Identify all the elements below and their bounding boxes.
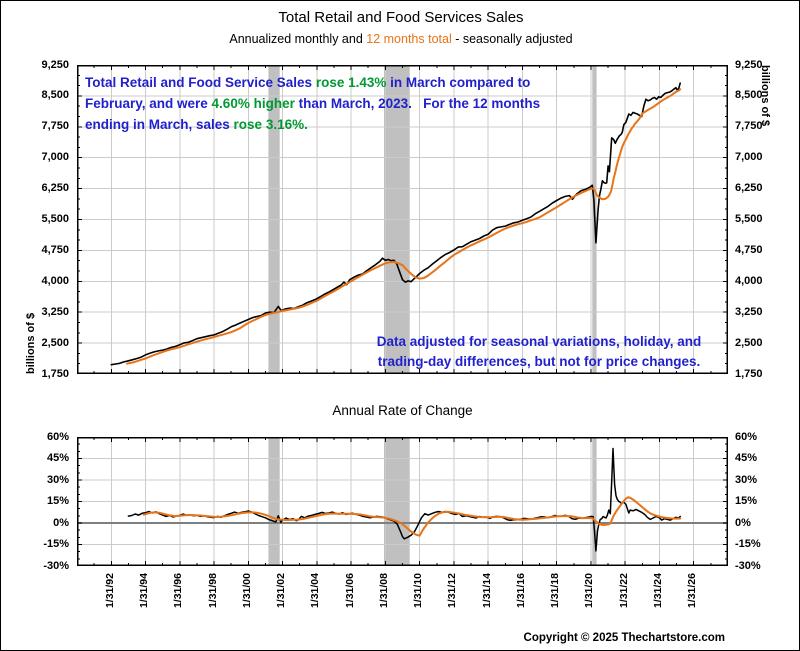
y-tick-label: 2,500 <box>41 336 69 349</box>
y-tick-label: 3,250 <box>735 305 763 318</box>
y-tick-label: 3,250 <box>41 305 69 318</box>
x-tick-label: 1/31/10 <box>412 573 425 609</box>
y-tick-label: 30% <box>46 473 69 486</box>
subtitle-highlight: 12 months total <box>366 32 452 46</box>
page-title: Total Retail and Food Services Sales <box>278 9 524 26</box>
annotation-segment: ending in March, sales <box>85 117 234 132</box>
annotation-segment: rose 1.43% <box>315 75 387 90</box>
y-tick-label: 45% <box>46 452 69 464</box>
x-tick-label: 1/31/24 <box>652 573 664 609</box>
page-subtitle: Annualized monthly and 12 months total -… <box>1 32 799 46</box>
y-tick-label: 7,000 <box>735 151 763 164</box>
series-line <box>110 82 682 366</box>
x-tick-label: 1/31/92 <box>103 573 116 609</box>
annotation-segment: Total Retail and Food Service Sales <box>85 75 316 90</box>
y-tick-label: 9,250 <box>735 58 763 71</box>
chart-canvas <box>77 436 728 567</box>
annotation-segment: rose 3.16%. <box>233 117 308 132</box>
x-tick-label: 1/31/06 <box>343 573 356 609</box>
x-tick-label: 1/31/22 <box>617 573 630 609</box>
y-tick-label: -15% <box>735 538 761 550</box>
x-tick-label: 1/31/00 <box>240 573 253 609</box>
series-line <box>126 88 682 365</box>
x-tick-label: 1/31/16 <box>514 573 527 609</box>
x-tick-label: 1/31/18 <box>549 573 562 609</box>
series-line <box>127 447 681 552</box>
y-tick-label: 60% <box>46 430 69 443</box>
y-tick-label: 0% <box>53 516 69 529</box>
y-tick-label: 4,000 <box>41 274 69 287</box>
x-tick-label: 1/31/02 <box>275 573 288 609</box>
x-tick-label: 1/31/26 <box>686 573 699 609</box>
plot-border <box>77 65 728 374</box>
y-tick-label: -30% <box>735 559 761 572</box>
y-tick-label: 45% <box>735 452 758 464</box>
note-annotation: Data adjusted for seasonal variations, h… <box>353 332 725 372</box>
y-tick-label: 4,750 <box>735 243 763 256</box>
plot-border <box>77 437 728 566</box>
chart-canvas <box>77 64 728 375</box>
y-tick-label: 8,500 <box>735 89 763 102</box>
x-tick-label: 1/31/98 <box>206 573 219 609</box>
x-tick-label: 1/31/08 <box>377 573 390 609</box>
y-tick-label: 4,750 <box>41 243 69 256</box>
y-tick-label: 5,500 <box>735 213 763 225</box>
y-tick-label: 6,250 <box>41 182 69 195</box>
subtitle-suffix: - seasonally adjusted <box>451 32 573 46</box>
copyright: Copyright © 2025 Thechartstore.com <box>523 632 725 644</box>
summary-annotation: Total Retail and Food Service Sales rose… <box>85 72 605 135</box>
x-tick-label: 1/31/94 <box>138 573 150 609</box>
annotation-segment: than March, 2023. For the 12 months <box>294 96 541 111</box>
y-tick-label: -15% <box>43 538 69 550</box>
y-tick-label: 5,500 <box>41 213 69 225</box>
summary-annotation-line: ending in March, sales rose 3.16%. <box>85 114 605 135</box>
y-tick-label: 9,250 <box>41 58 69 71</box>
y-tick-label: 0% <box>735 516 751 529</box>
x-tick-label: 1/31/96 <box>172 573 185 609</box>
y-tick-label: 4,000 <box>735 274 763 287</box>
annual-rate-of-change-chart <box>77 436 728 567</box>
y-tick-label: 1,750 <box>41 367 69 380</box>
series-line <box>142 496 682 537</box>
x-tick-label: 1/31/20 <box>583 573 596 609</box>
y-tick-label: 8,500 <box>41 89 69 102</box>
y-tick-label: 60% <box>735 430 758 443</box>
summary-annotation-line: February, and were 4.60% higher than Mar… <box>85 93 605 114</box>
y-tick-label: 15% <box>735 495 758 507</box>
summary-annotation-line: Total Retail and Food Service Sales rose… <box>85 72 605 93</box>
y-tick-label: 30% <box>735 473 758 486</box>
subtitle-prefix: Annualized monthly and <box>229 32 367 46</box>
y-axis-label-right: billions of $ <box>759 65 771 127</box>
y-tick-label: 1,750 <box>735 367 763 380</box>
y-tick-label: 2,500 <box>735 336 763 349</box>
main-sales-chart <box>77 64 728 375</box>
annotation-segment: 4.60% higher <box>211 96 295 111</box>
y-tick-label: 7,000 <box>41 151 69 164</box>
y-tick-label: -30% <box>43 559 69 572</box>
y-tick-label: 7,750 <box>735 120 763 133</box>
x-tick-label: 1/31/14 <box>480 573 493 609</box>
x-tick-label: 1/31/04 <box>309 573 322 609</box>
rate-chart-title: Annual Rate of Change <box>332 403 473 418</box>
note-annotation-line: trading-day differences, but not for pri… <box>377 354 701 369</box>
annotation-segment: February, and were <box>85 96 212 111</box>
y-tick-label: 6,250 <box>735 182 763 195</box>
x-tick-label: 1/31/12 <box>446 573 459 609</box>
y-tick-label: 15% <box>46 495 69 507</box>
y-tick-label: 7,750 <box>41 120 69 133</box>
annotation-segment: in March compared to <box>386 75 531 90</box>
note-annotation-line: Data adjusted for seasonal variations, h… <box>376 334 702 349</box>
